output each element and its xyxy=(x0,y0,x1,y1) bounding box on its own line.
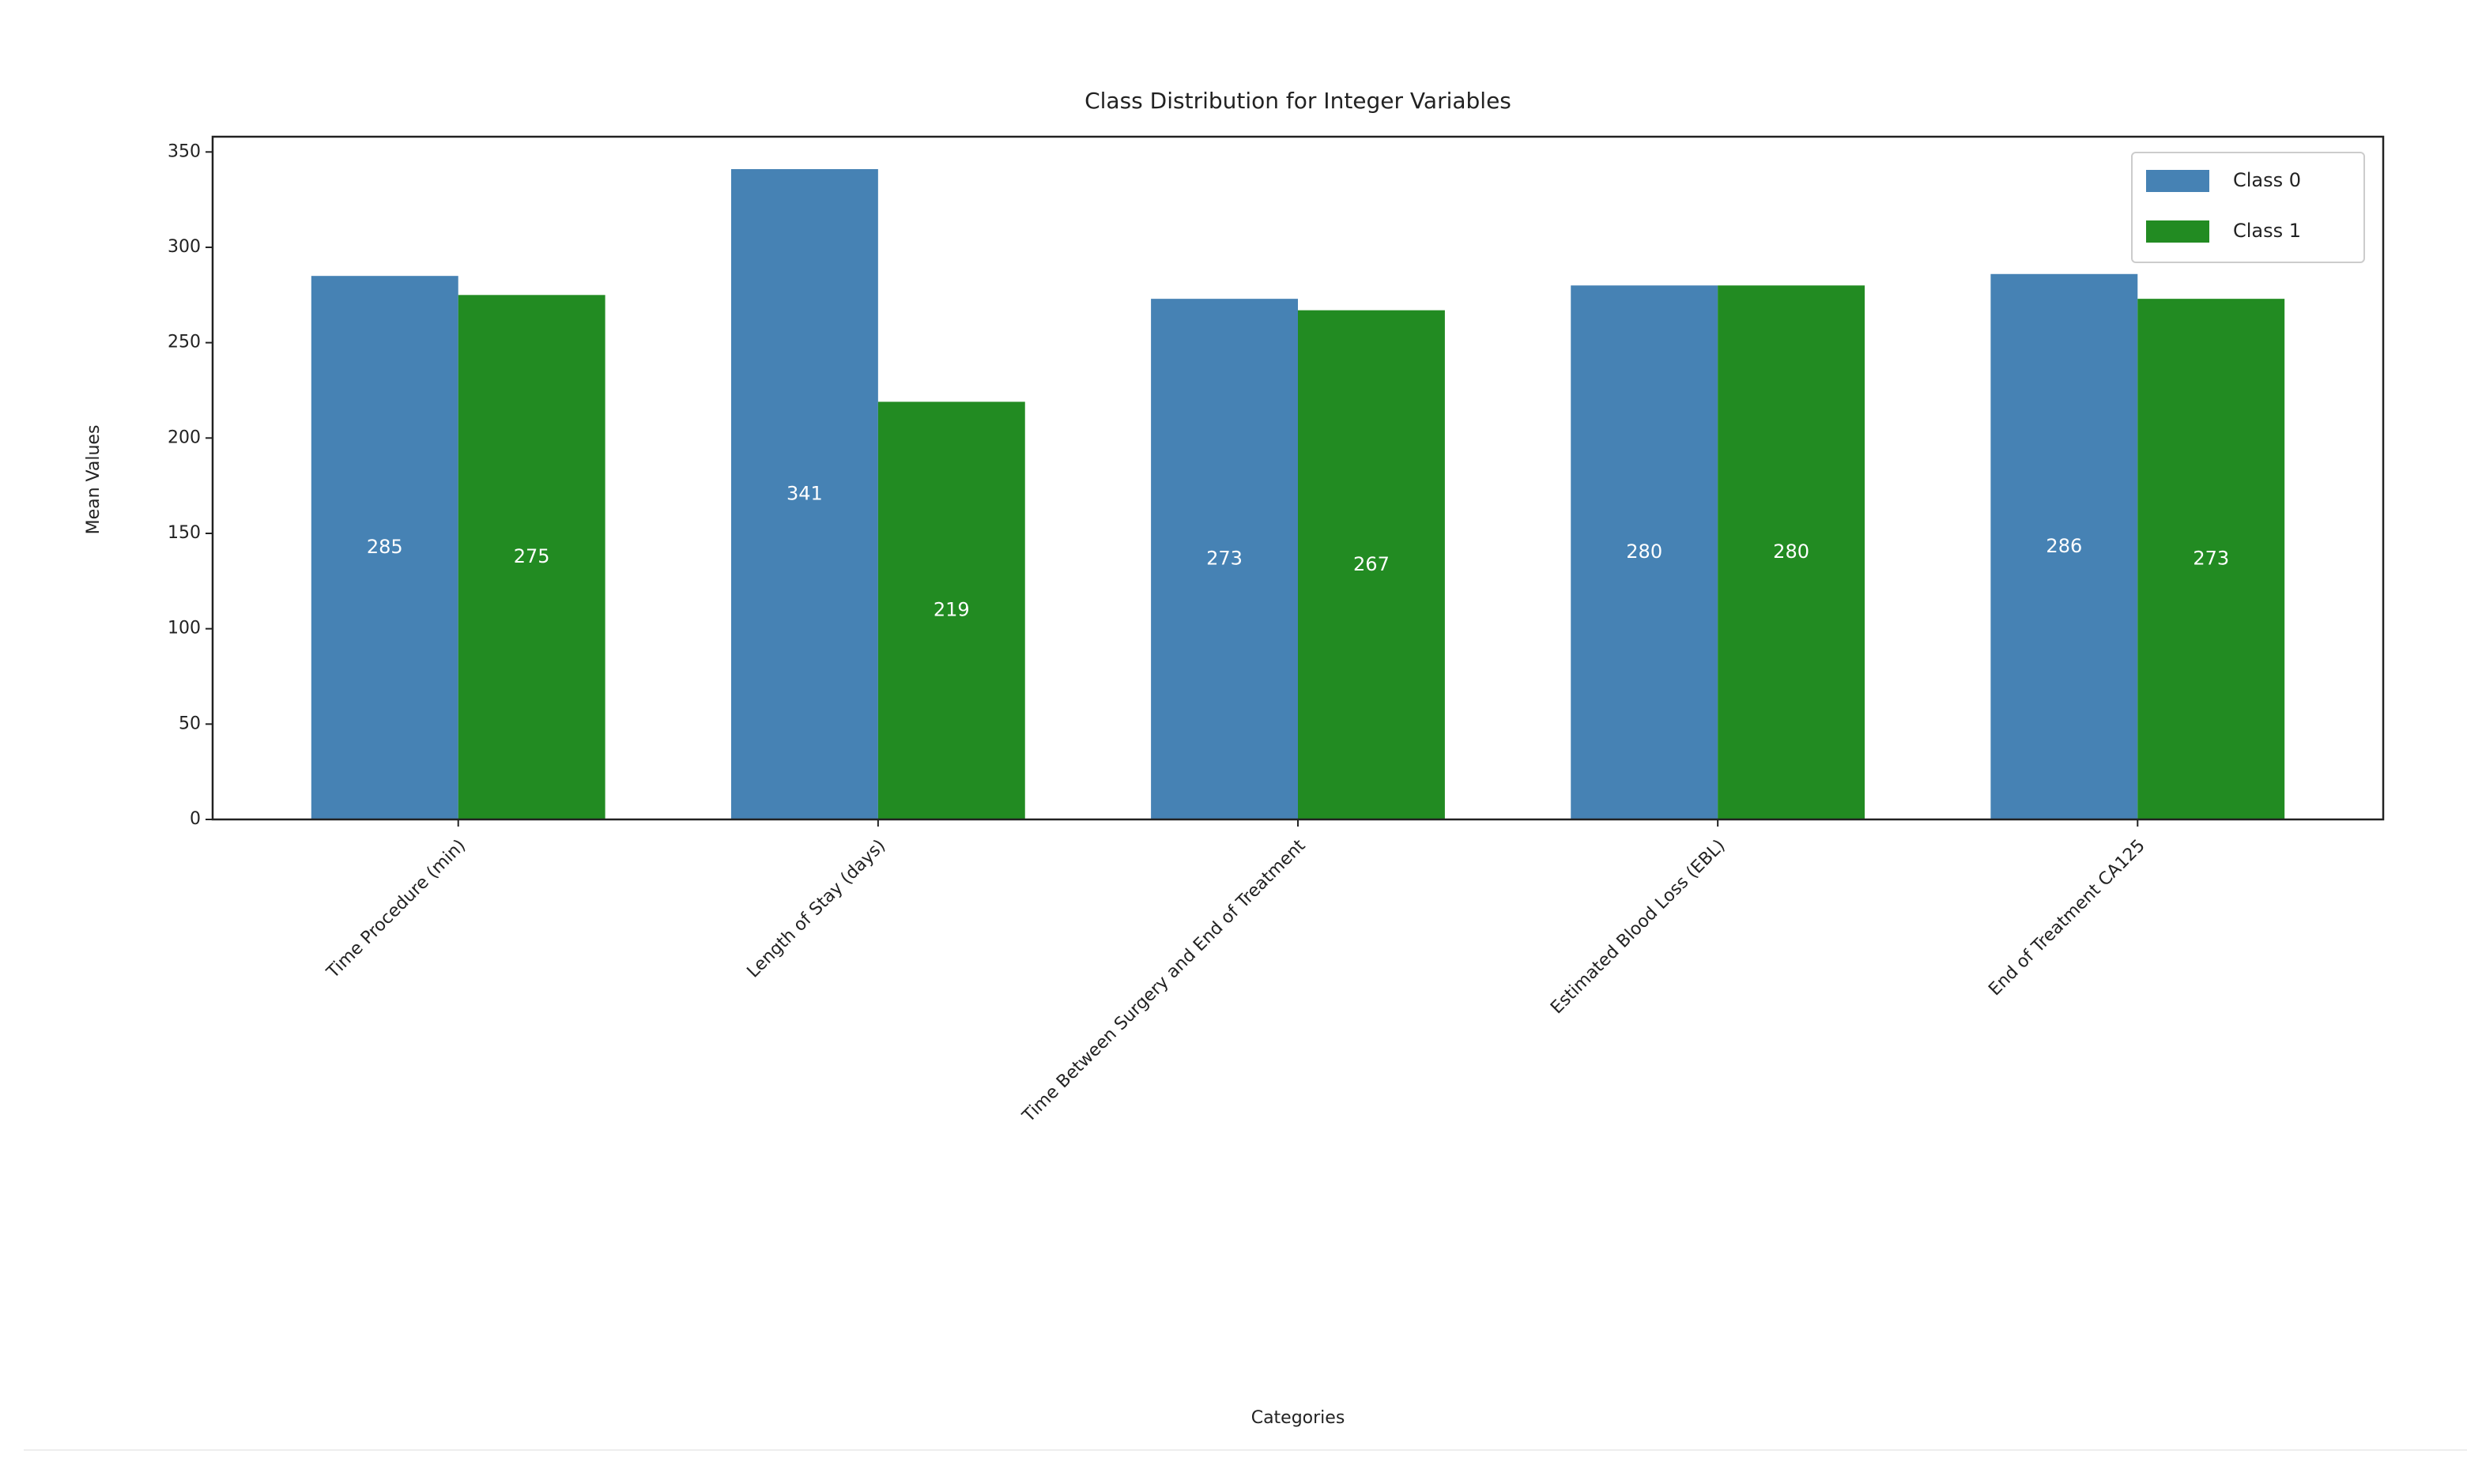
y-tick-label: 100 xyxy=(168,619,201,638)
y-axis-label: Mean Values xyxy=(84,425,104,535)
chart-title: Class Distribution for Integer Variables xyxy=(1084,88,1511,114)
bar xyxy=(877,401,1025,819)
bar xyxy=(458,295,605,819)
legend-swatch xyxy=(2146,170,2209,192)
value-label: 219 xyxy=(934,599,970,621)
y-tick-label: 350 xyxy=(168,141,201,161)
value-label: 275 xyxy=(514,545,550,567)
bar xyxy=(311,276,458,819)
bar xyxy=(2137,299,2285,820)
bar xyxy=(730,169,878,819)
value-label: 341 xyxy=(786,483,823,505)
value-label: 285 xyxy=(367,536,403,558)
value-label: 273 xyxy=(2193,548,2229,570)
y-tick-label: 250 xyxy=(168,333,201,352)
bar xyxy=(1718,285,1865,819)
y-tick-label: 300 xyxy=(168,237,201,257)
value-label: 280 xyxy=(1626,540,1662,563)
legend-label: Class 1 xyxy=(2233,220,2301,242)
bar xyxy=(1990,273,2138,819)
bar xyxy=(1298,310,1445,819)
legend-label: Class 0 xyxy=(2233,169,2301,191)
value-label: 267 xyxy=(1353,553,1390,575)
legend-swatch xyxy=(2146,220,2209,243)
plot-frame xyxy=(211,135,2385,821)
y-tick-label: 200 xyxy=(168,427,201,447)
value-label: 286 xyxy=(2046,535,2082,557)
y-tick-label: 50 xyxy=(179,714,201,733)
legend: Class 0 Class 1 xyxy=(2131,152,2365,263)
y-tick-label: 150 xyxy=(168,523,201,543)
y-tick-label: 0 xyxy=(190,809,201,829)
bar xyxy=(1571,285,1718,819)
value-label: 280 xyxy=(1773,540,1809,563)
bar xyxy=(1151,299,1298,820)
value-label: 273 xyxy=(1206,548,1243,570)
x-axis-label: Categories xyxy=(1251,1408,1345,1428)
